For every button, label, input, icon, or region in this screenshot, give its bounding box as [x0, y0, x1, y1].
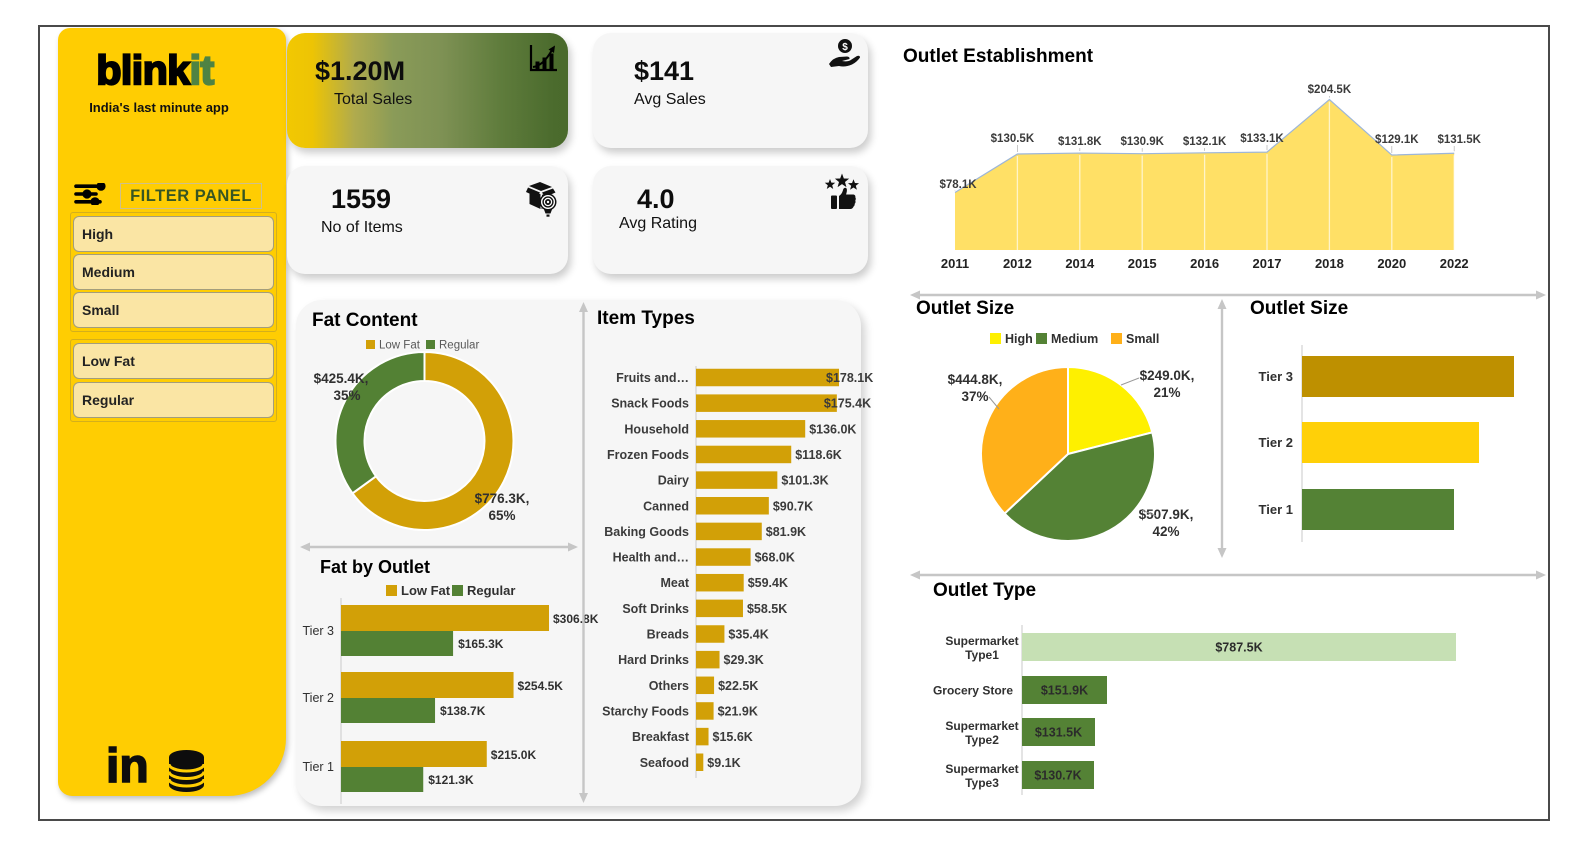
svg-text:Dairy: Dairy	[658, 474, 689, 488]
svg-text:$175.4K: $175.4K	[824, 397, 871, 411]
svg-text:Tier 1: Tier 1	[303, 760, 335, 774]
svg-text:Tier 2: Tier 2	[1259, 435, 1293, 450]
svg-text:Grocery Store: Grocery Store	[933, 684, 1013, 698]
svg-text:Health and…: Health and…	[613, 551, 689, 565]
svg-text:65%: 65%	[488, 508, 515, 523]
svg-text:Type1: Type1	[965, 648, 999, 662]
svg-text:Canned: Canned	[643, 499, 689, 513]
svg-text:$81.9K: $81.9K	[766, 525, 806, 539]
svg-text:Small: Small	[1126, 332, 1159, 346]
svg-text:$787.5K: $787.5K	[1215, 641, 1262, 655]
svg-text:$776.3K,: $776.3K,	[475, 491, 530, 506]
svg-text:$9.1K: $9.1K	[707, 756, 740, 770]
svg-text:Low Fat: Low Fat	[379, 340, 421, 352]
svg-text:2018: 2018	[1315, 256, 1344, 271]
svg-text:Meat: Meat	[661, 576, 690, 590]
svg-text:$130.5K: $130.5K	[991, 133, 1035, 145]
svg-text:Regular: Regular	[467, 583, 515, 598]
svg-text:$133.1K: $133.1K	[1240, 133, 1284, 145]
svg-text:37%: 37%	[961, 389, 988, 404]
svg-text:$215.0K: $215.0K	[491, 748, 537, 762]
svg-text:$35.4K: $35.4K	[728, 628, 768, 642]
svg-text:Type3: Type3	[965, 776, 999, 790]
svg-text:$21.9K: $21.9K	[718, 704, 758, 718]
svg-text:2014: 2014	[1065, 256, 1095, 271]
svg-text:$138.7K: $138.7K	[440, 704, 486, 718]
svg-text:Baking Goods: Baking Goods	[604, 525, 689, 539]
svg-text:Medium: Medium	[1051, 332, 1098, 346]
svg-text:Household: Household	[624, 422, 689, 436]
svg-text:$121.3K: $121.3K	[428, 773, 474, 787]
svg-text:$101.3K: $101.3K	[781, 474, 828, 488]
svg-text:$15.6K: $15.6K	[713, 730, 753, 744]
svg-text:Tier 3: Tier 3	[303, 624, 335, 638]
svg-text:Breads: Breads	[647, 628, 689, 642]
svg-text:$130.7K: $130.7K	[1034, 769, 1081, 783]
svg-text:Regular: Regular	[439, 340, 479, 352]
svg-text:$68.0K: $68.0K	[755, 551, 795, 565]
svg-text:$151.9K: $151.9K	[1041, 684, 1088, 698]
svg-text:$444.8K,: $444.8K,	[948, 372, 1003, 387]
svg-text:$507.9K,: $507.9K,	[1139, 507, 1194, 522]
svg-text:Type2: Type2	[965, 733, 999, 747]
svg-text:$22.5K: $22.5K	[718, 679, 758, 693]
svg-text:$254.5K: $254.5K	[518, 679, 564, 693]
svg-text:2011: 2011	[941, 256, 969, 271]
svg-text:Hard Drinks: Hard Drinks	[618, 653, 689, 667]
svg-text:Supermarket: Supermarket	[945, 634, 1018, 648]
svg-text:$136.0K: $136.0K	[809, 422, 856, 436]
svg-text:Others: Others	[649, 679, 689, 693]
svg-text:$59.4K: $59.4K	[748, 576, 788, 590]
svg-text:$204.5K: $204.5K	[1308, 84, 1352, 96]
svg-text:2017: 2017	[1253, 256, 1282, 271]
svg-text:$249.0K,: $249.0K,	[1140, 368, 1195, 383]
svg-text:$90.7K: $90.7K	[773, 499, 813, 513]
svg-text:Snack Foods: Snack Foods	[611, 397, 689, 411]
svg-text:$131.8K: $131.8K	[1058, 136, 1102, 148]
svg-text:$178.1K: $178.1K	[826, 371, 873, 385]
svg-text:Tier 2: Tier 2	[303, 691, 335, 705]
svg-text:Seafood: Seafood	[640, 756, 689, 770]
svg-text:42%: 42%	[1152, 524, 1179, 539]
svg-text:Supermarket: Supermarket	[945, 762, 1018, 776]
svg-text:High: High	[1005, 332, 1033, 346]
svg-text:Frozen Foods: Frozen Foods	[607, 448, 689, 462]
svg-text:2012: 2012	[1003, 256, 1032, 271]
svg-text:Tier 1: Tier 1	[1259, 502, 1293, 517]
svg-text:$165.3K: $165.3K	[458, 637, 504, 651]
svg-text:Low Fat: Low Fat	[401, 583, 451, 598]
svg-text:$29.3K: $29.3K	[724, 653, 764, 667]
svg-text:$132.1K: $132.1K	[1183, 136, 1227, 148]
svg-text:Tier 3: Tier 3	[1259, 369, 1293, 384]
svg-text:2020: 2020	[1377, 256, 1406, 271]
svg-text:2015: 2015	[1128, 256, 1157, 271]
svg-text:2016: 2016	[1190, 256, 1219, 271]
svg-text:Fruits and…: Fruits and…	[616, 371, 689, 385]
svg-text:21%: 21%	[1153, 385, 1180, 400]
svg-text:Supermarket: Supermarket	[945, 719, 1018, 733]
svg-text:Breakfast: Breakfast	[632, 730, 690, 744]
svg-text:$129.1K: $129.1K	[1375, 134, 1419, 146]
svg-text:Starchy Foods: Starchy Foods	[602, 704, 689, 718]
svg-text:$131.5K: $131.5K	[1035, 726, 1082, 740]
svg-text:$58.5K: $58.5K	[747, 602, 787, 616]
svg-text:$425.4K,: $425.4K,	[314, 371, 369, 386]
svg-text:2022: 2022	[1440, 256, 1469, 271]
svg-text:$130.9K: $130.9K	[1120, 136, 1164, 148]
svg-text:$: $	[842, 42, 848, 53]
svg-text:35%: 35%	[333, 388, 360, 403]
svg-text:$78.1K: $78.1K	[939, 179, 977, 191]
svg-text:Soft Drinks: Soft Drinks	[622, 602, 689, 616]
svg-text:$131.5K: $131.5K	[1437, 134, 1481, 146]
svg-text:$306.8K: $306.8K	[553, 612, 599, 626]
svg-text:$118.6K: $118.6K	[795, 448, 842, 462]
